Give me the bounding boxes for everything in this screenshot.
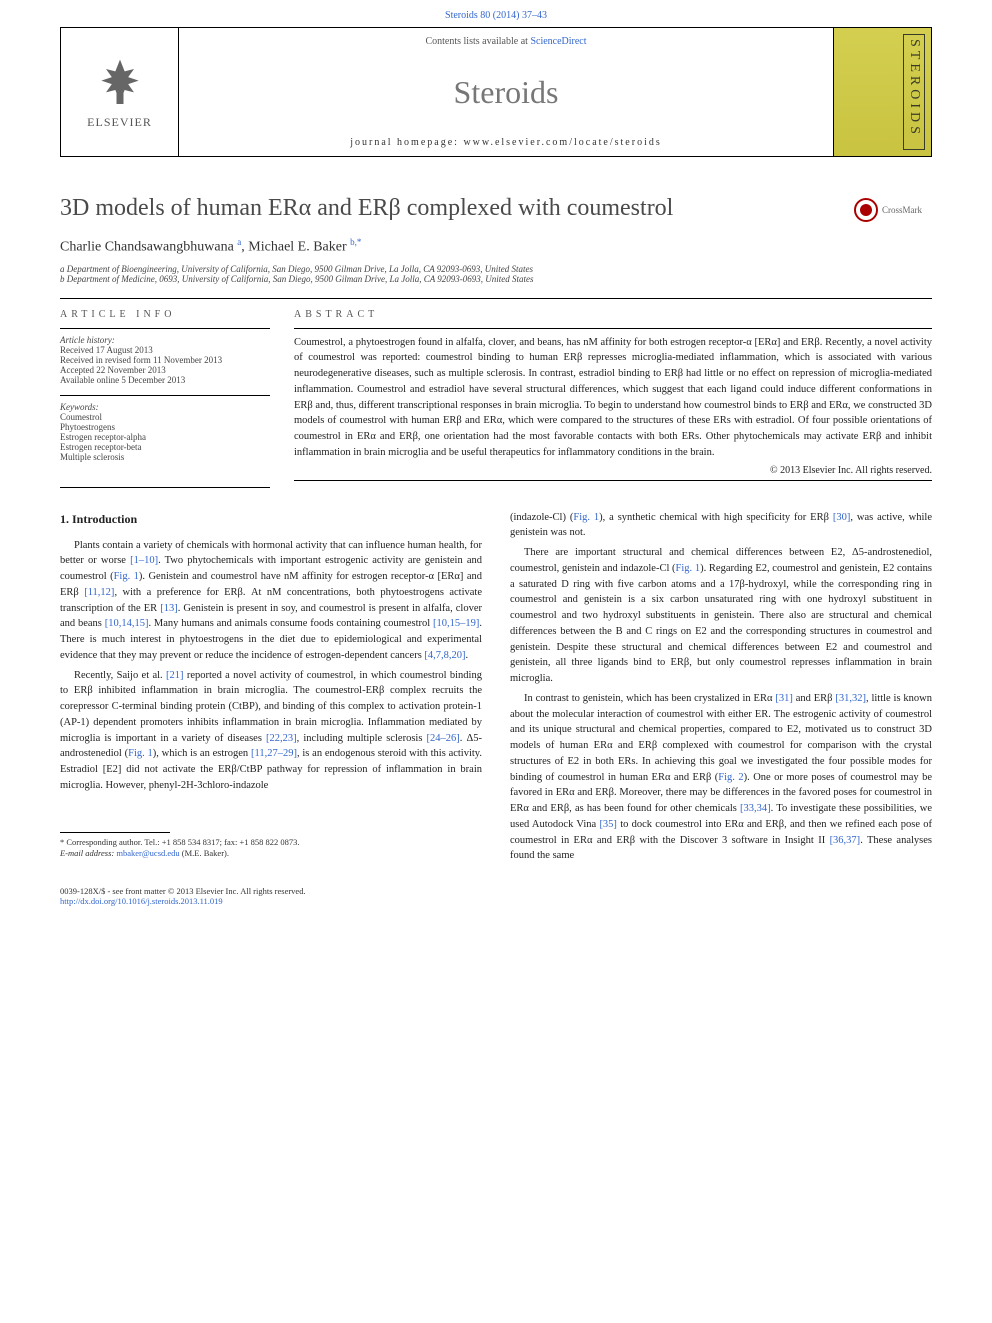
introduction-head: 1. Introduction: [60, 510, 482, 528]
divider: [60, 298, 932, 299]
cover-text: STEROIDS: [903, 34, 925, 150]
keyword: Coumestrol: [60, 412, 102, 422]
body-paragraph: Recently, Saijo et al. [21] reported a n…: [60, 668, 482, 794]
history-online: Available online 5 December 2013: [60, 375, 185, 385]
abstract-text: Coumestrol, a phytoestrogen found in alf…: [294, 335, 932, 461]
keywords-label: Keywords:: [60, 402, 99, 412]
journal-name: Steroids: [454, 74, 559, 111]
left-column: 1. Introduction Plants contain a variety…: [60, 510, 482, 869]
article-info-head: ARTICLE INFO: [60, 309, 270, 320]
keywords-block: Keywords: Coumestrol Phytoestrogens Estr…: [60, 402, 270, 462]
history-accepted: Accepted 22 November 2013: [60, 365, 166, 375]
right-column: (indazole-Cl) (Fig. 1), a synthetic chem…: [510, 510, 932, 869]
journal-cover: STEROIDS: [833, 28, 931, 156]
article-history: Article history: Received 17 August 2013…: [60, 335, 270, 385]
body-columns: 1. Introduction Plants contain a variety…: [60, 510, 932, 869]
elsevier-logo-cell: ELSEVIER: [61, 28, 179, 156]
affiliations: a Department of Bioengineering, Universi…: [60, 264, 932, 284]
abstract-copyright: © 2013 Elsevier Inc. All rights reserved…: [294, 465, 932, 476]
divider: [60, 487, 270, 488]
divider: [60, 328, 270, 329]
article-info-column: ARTICLE INFO Article history: Received 1…: [60, 309, 270, 481]
article-title: 3D models of human ERα and ERβ complexed…: [60, 195, 673, 222]
homepage-prefix: journal homepage:: [350, 137, 463, 148]
email-suffix: (M.E. Baker).: [180, 848, 229, 858]
abstract-column: ABSTRACT Coumestrol, a phytoestrogen fou…: [294, 309, 932, 481]
history-received: Received 17 August 2013: [60, 345, 153, 355]
crossmark-label: CrossMark: [882, 205, 922, 215]
divider: [294, 328, 932, 329]
body-paragraph: There are important structural and chemi…: [510, 545, 932, 687]
body-paragraph: In contrast to genistein, which has been…: [510, 691, 932, 864]
corr-line: * Corresponding author. Tel.: +1 858 534…: [60, 837, 482, 848]
divider: [294, 480, 932, 481]
keyword: Phytoestrogens: [60, 422, 115, 432]
journal-header: ELSEVIER Contents lists available at Sci…: [60, 27, 932, 157]
crossmark-badge[interactable]: CrossMark: [854, 195, 932, 225]
author-list: Charlie Chandsawangbhuwana a, Michael E.…: [60, 237, 932, 256]
citation-link[interactable]: Steroids 80 (2014) 37–43: [0, 0, 992, 27]
contents-line: Contents lists available at ScienceDirec…: [425, 36, 586, 47]
journal-homepage: journal homepage: www.elsevier.com/locat…: [350, 137, 662, 148]
divider: [60, 395, 270, 396]
crossmark-icon: [854, 198, 878, 222]
footer-copyright: 0039-128X/$ - see front matter © 2013 El…: [60, 886, 932, 896]
corresponding-footnote: * Corresponding author. Tel.: +1 858 534…: [60, 837, 482, 859]
abstract-head: ABSTRACT: [294, 309, 932, 320]
body-paragraph: (indazole-Cl) (Fig. 1), a synthetic chem…: [510, 510, 932, 542]
history-label: Article history:: [60, 335, 115, 345]
history-revised: Received in revised form 11 November 201…: [60, 355, 222, 365]
homepage-url[interactable]: www.elsevier.com/locate/steroids: [463, 137, 661, 148]
footnote-divider: [60, 832, 170, 833]
email-label: E-mail address:: [60, 848, 116, 858]
contents-prefix: Contents lists available at: [425, 36, 530, 47]
keyword: Estrogen receptor-beta: [60, 442, 142, 452]
elsevier-tree-icon: [92, 55, 148, 111]
affiliation-b: b Department of Medicine, 0693, Universi…: [60, 274, 932, 284]
page-footer: 0039-128X/$ - see front matter © 2013 El…: [60, 886, 932, 906]
keyword: Estrogen receptor-alpha: [60, 432, 146, 442]
affiliation-a: a Department of Bioengineering, Universi…: [60, 264, 932, 274]
header-center: Contents lists available at ScienceDirec…: [179, 28, 833, 156]
keyword: Multiple sclerosis: [60, 452, 124, 462]
doi-link[interactable]: http://dx.doi.org/10.1016/j.steroids.201…: [60, 896, 223, 906]
body-paragraph: Plants contain a variety of chemicals wi…: [60, 538, 482, 664]
corr-email[interactable]: mbaker@ucsd.edu: [116, 848, 179, 858]
sciencedirect-link[interactable]: ScienceDirect: [530, 36, 586, 47]
elsevier-label: ELSEVIER: [87, 115, 152, 130]
